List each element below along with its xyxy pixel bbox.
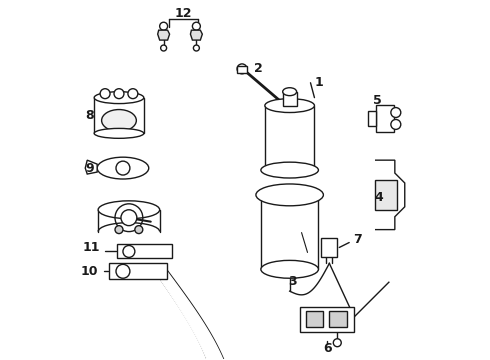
Text: 6: 6 bbox=[323, 342, 332, 355]
Bar bbox=[329, 311, 347, 327]
Polygon shape bbox=[191, 30, 202, 40]
Ellipse shape bbox=[256, 184, 323, 206]
Bar bbox=[368, 111, 376, 126]
Text: 7: 7 bbox=[353, 233, 362, 246]
Ellipse shape bbox=[98, 201, 160, 219]
Text: 9: 9 bbox=[85, 162, 94, 175]
Text: 4: 4 bbox=[374, 192, 383, 204]
Bar bbox=[283, 92, 296, 105]
Ellipse shape bbox=[261, 162, 318, 178]
Bar bbox=[94, 98, 144, 133]
Bar bbox=[375, 180, 397, 210]
Text: 12: 12 bbox=[175, 7, 192, 20]
Text: 11: 11 bbox=[82, 241, 100, 254]
Bar bbox=[321, 238, 337, 257]
Circle shape bbox=[160, 22, 168, 30]
Ellipse shape bbox=[283, 88, 296, 96]
Circle shape bbox=[116, 264, 130, 278]
Ellipse shape bbox=[261, 186, 318, 204]
Text: 1: 1 bbox=[315, 76, 324, 89]
Circle shape bbox=[128, 89, 138, 99]
Text: 8: 8 bbox=[85, 109, 94, 122]
Bar bbox=[117, 244, 172, 258]
Circle shape bbox=[333, 339, 341, 347]
Circle shape bbox=[116, 161, 130, 175]
Ellipse shape bbox=[94, 129, 144, 138]
Bar bbox=[306, 311, 323, 327]
Polygon shape bbox=[158, 30, 170, 40]
Circle shape bbox=[100, 89, 110, 99]
Polygon shape bbox=[237, 66, 247, 73]
Circle shape bbox=[114, 89, 124, 99]
Circle shape bbox=[123, 246, 135, 257]
Circle shape bbox=[194, 45, 199, 51]
Ellipse shape bbox=[261, 260, 318, 278]
Bar bbox=[299, 307, 354, 332]
Polygon shape bbox=[375, 160, 405, 230]
Circle shape bbox=[237, 64, 247, 74]
Circle shape bbox=[193, 22, 200, 30]
Ellipse shape bbox=[265, 163, 315, 177]
Circle shape bbox=[115, 226, 123, 234]
Ellipse shape bbox=[265, 99, 315, 113]
Text: 5: 5 bbox=[372, 94, 381, 107]
Bar bbox=[109, 264, 167, 279]
Ellipse shape bbox=[94, 92, 144, 104]
Circle shape bbox=[161, 45, 167, 51]
Circle shape bbox=[135, 226, 143, 234]
Circle shape bbox=[391, 108, 401, 117]
Ellipse shape bbox=[101, 109, 136, 131]
Text: 3: 3 bbox=[288, 275, 297, 288]
Text: 2: 2 bbox=[253, 62, 262, 75]
Circle shape bbox=[121, 210, 137, 226]
Polygon shape bbox=[85, 160, 97, 174]
Circle shape bbox=[391, 120, 401, 129]
Bar bbox=[376, 105, 394, 132]
Ellipse shape bbox=[97, 157, 149, 179]
Text: 10: 10 bbox=[80, 265, 98, 278]
